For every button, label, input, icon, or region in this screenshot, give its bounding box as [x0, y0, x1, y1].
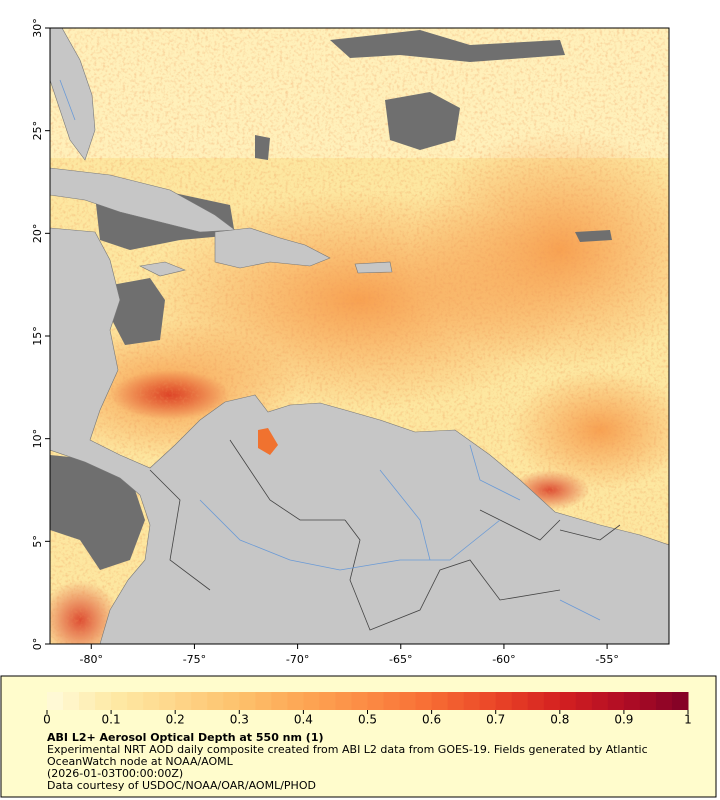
y-tick-label: 25° — [31, 121, 44, 141]
colorbar-cell — [607, 692, 625, 710]
colorbar-cell — [367, 692, 385, 710]
colorbar-cell — [127, 692, 144, 710]
colorbar-cell — [623, 692, 641, 710]
colorbar-tick-label: 0.5 — [358, 713, 377, 727]
colorbar-cell — [543, 692, 561, 710]
colorbar-cell — [431, 692, 449, 710]
x-tick-label: -65° — [389, 653, 412, 666]
lake — [258, 428, 278, 455]
x-tick-label: -70° — [286, 653, 309, 666]
colorbar-tick-label: 0.3 — [230, 713, 249, 727]
land — [50, 227, 669, 644]
colorbar-cell — [671, 692, 689, 710]
colorbar-cell — [239, 692, 256, 710]
land — [50, 167, 236, 233]
colorbar-tick-label: 0.7 — [486, 713, 505, 727]
colorbar-cell — [383, 692, 401, 710]
caption-line: (2026-01-03T00:00:00Z) — [47, 767, 183, 780]
colorbar-tick-label: 0.1 — [102, 713, 121, 727]
colorbar-tick-label: 1 — [684, 713, 692, 727]
land — [214, 227, 331, 269]
colorbar-cell — [351, 692, 368, 710]
caption-line: OceanWatch node at NOAA/AOML — [47, 755, 234, 768]
y-tick-label: 5° — [31, 535, 44, 548]
colorbar-cell — [479, 692, 497, 710]
colorbar-tick-label: 0.8 — [550, 713, 569, 727]
colorbar-cell — [559, 692, 577, 710]
land — [139, 261, 186, 277]
colorbar-cell — [639, 692, 657, 710]
colorbar-cell — [495, 692, 513, 710]
colorbar-cell — [335, 692, 352, 710]
colorbar-tick-label: 0.6 — [422, 713, 441, 727]
caption-line: Experimental NRT AOD daily composite cre… — [47, 743, 648, 756]
colorbar-cell — [191, 692, 208, 710]
colorbar-cell — [207, 692, 224, 710]
y-tick-label: 0° — [31, 638, 44, 651]
y-tick-label: 20° — [31, 224, 44, 244]
colorbar-cell — [447, 692, 465, 710]
colorbar-cell — [47, 692, 64, 710]
x-tick-label: -55° — [595, 653, 618, 666]
border — [149, 439, 621, 631]
axes: -80° -75° -70° -65° -60° -55° 0° 5° 10° 15° 20° 25°… — [31, 18, 619, 666]
colorbar-cell — [399, 692, 417, 710]
cloud-gap — [255, 135, 270, 160]
colorbar-cell — [271, 692, 288, 710]
colorbar-cell — [95, 692, 112, 710]
y-tick-label: 15° — [31, 326, 44, 346]
land — [354, 261, 393, 274]
colorbar-tick-label: 0.9 — [614, 713, 633, 727]
colorbar-cell — [591, 692, 609, 710]
colorbar-cell — [463, 692, 481, 710]
y-tick-label: 10° — [31, 429, 44, 449]
y-tick-label: 30° — [31, 18, 44, 38]
colorbar-cell — [527, 692, 545, 710]
colorbar-cell — [655, 692, 673, 710]
river — [59, 79, 601, 621]
colorbar-cell — [415, 692, 433, 710]
x-tick-label: -75° — [183, 653, 206, 666]
colorbar-cell — [575, 692, 593, 710]
caption-line: Data courtesy of USDOC/NOAA/OAR/AOML/PHO… — [47, 779, 316, 792]
colorbar-cell — [111, 692, 128, 710]
colorbar-tick-label: 0.4 — [294, 713, 313, 727]
land — [50, 28, 96, 161]
colorbar-cell — [223, 692, 240, 710]
colorbar-cell — [143, 692, 160, 710]
colorbar-cell — [511, 692, 529, 710]
colorbar-cell — [255, 692, 272, 710]
cloud-gap — [50, 455, 145, 570]
colorbar-tick-label: 0.2 — [166, 713, 185, 727]
colorbar-cell — [319, 692, 336, 710]
colorbar-cell — [79, 692, 96, 710]
cloud-gap — [575, 230, 612, 242]
colorbar-cell — [159, 692, 176, 710]
x-tick-label: -80° — [80, 653, 103, 666]
colorbar-cell — [63, 692, 80, 710]
cloud-gap — [112, 278, 165, 345]
colorbar-cell — [175, 692, 192, 710]
colorbar-cell — [303, 692, 320, 710]
cloud-gap — [385, 92, 460, 150]
x-tick-label: -60° — [492, 653, 515, 666]
cloud-gap — [330, 30, 565, 62]
map — [50, 28, 669, 644]
map-title: ABI L2+ Aerosol Optical Depth at 550 nm … — [47, 731, 324, 744]
colorbar-cell — [287, 692, 304, 710]
colorbar-tick-label: 0 — [43, 713, 51, 727]
colorbar: 0 0.1 0.2 0.3 0.4 0.5 0.6 0.7 0.8 0.9 1 — [43, 692, 692, 727]
